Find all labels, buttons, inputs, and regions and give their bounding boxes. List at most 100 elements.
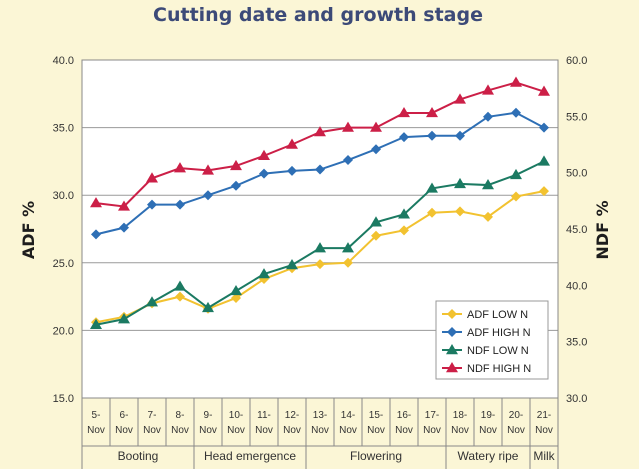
data-point [482, 84, 494, 95]
y-tick-label: 35.0 [53, 123, 74, 135]
data-point [231, 180, 241, 191]
x-tick-label: 7- [148, 410, 157, 421]
legend-item: ADF HIGH N [442, 327, 531, 339]
x-tick-label: Nov [507, 425, 525, 436]
y2-tick-label: 30.0 [566, 393, 587, 405]
data-point [510, 168, 522, 180]
x-tick-label: 12- [285, 410, 299, 421]
legend: ADF LOW N ADF HIGH N NDF LOW N NDF HIGH N [435, 300, 549, 380]
stage-label: Booting [118, 449, 159, 463]
data-point [342, 121, 354, 132]
stage-label: Head emergence [204, 449, 296, 463]
y2-tick-label: 35.0 [566, 337, 587, 349]
x-tick-label: Nov [535, 425, 553, 436]
x-tick-label: 16- [397, 410, 411, 421]
data-point [118, 313, 130, 324]
x-axis: 5- Nov 6- Nov 7- Nov 8- Nov 9- Nov 10- Nov 11- Nov 12-… [81, 398, 559, 446]
data-point [315, 164, 325, 175]
data-point [91, 229, 101, 240]
x-tick-label: 13- [313, 410, 327, 421]
data-point [538, 155, 550, 166]
x-tick-label: Nov [451, 425, 469, 436]
x-tick-label: 19- [481, 410, 495, 421]
x-tick-label: Nov [339, 425, 357, 436]
data-point [175, 291, 185, 302]
data-point [483, 111, 493, 122]
data-point [371, 230, 381, 241]
data-point [446, 344, 458, 355]
y2-axis-title: NDF % [593, 200, 612, 259]
data-point [454, 93, 466, 104]
x-tick-label: Nov [199, 425, 217, 436]
stage-label: Flowering [350, 449, 402, 463]
y2-tick-label: 55.0 [566, 111, 587, 123]
data-point [454, 177, 466, 189]
data-point [539, 122, 549, 133]
y-tick-label: 20.0 [53, 325, 74, 337]
data-point [147, 199, 157, 210]
data-point [510, 76, 522, 87]
data-point [286, 138, 298, 149]
x-tick-label: 15- [369, 410, 383, 421]
data-point [447, 327, 457, 337]
data-point [230, 284, 242, 296]
data-point [231, 292, 241, 303]
series-ndf-high-n [90, 76, 550, 211]
data-point [174, 162, 186, 173]
data-point [286, 259, 298, 270]
data-point [90, 318, 102, 329]
stage-label: Milk [533, 449, 555, 463]
data-point [426, 182, 438, 193]
data-point [342, 242, 354, 253]
x-tick-label: 20- [509, 410, 523, 421]
data-point [539, 186, 549, 197]
data-point [398, 208, 410, 219]
data-point [202, 164, 214, 175]
data-point [146, 172, 158, 183]
data-point [118, 200, 130, 211]
data-point [371, 144, 381, 155]
x-tick-label: Nov [479, 425, 497, 436]
y-tick-label: 25.0 [53, 258, 74, 270]
y-axis-title: ADF % [19, 201, 38, 259]
y-axis-left: 15.0 20.0 25.0 30.0 35.0 40.0 [53, 55, 74, 405]
data-point [398, 106, 410, 118]
plot-border [81, 59, 559, 399]
data-point [455, 130, 465, 141]
data-point [511, 191, 521, 202]
x-tick-label: 9- [204, 410, 213, 421]
data-point [230, 159, 242, 171]
data-point [314, 126, 326, 137]
data-point [455, 206, 465, 217]
data-point [315, 259, 325, 270]
x-tick-label: 8- [176, 410, 185, 421]
x-tick-label: Nov [423, 425, 441, 436]
x-tick-label: Nov [395, 425, 413, 436]
data-point [426, 106, 438, 118]
x-tick-label: Nov [255, 425, 273, 436]
x-tick-label: 5- [92, 410, 101, 421]
data-point [203, 190, 213, 201]
y-axis-right: 30.0 35.0 40.0 45.0 50.0 55.0 60.0 [566, 55, 587, 405]
y-tick-label: 15.0 [53, 393, 74, 405]
x-tick-label: Nov [115, 425, 133, 436]
data-point [258, 149, 270, 160]
data-point [343, 155, 353, 166]
data-point [259, 168, 269, 179]
data-point [202, 301, 214, 313]
legend-label: ADF HIGH N [467, 327, 531, 339]
data-point [146, 296, 158, 307]
y2-tick-label: 40.0 [566, 280, 587, 292]
x-tick-label: Nov [311, 425, 329, 436]
data-point [447, 309, 457, 319]
legend-label: NDF LOW N [467, 345, 529, 357]
data-point [446, 362, 458, 373]
x-tick-label: Nov [367, 425, 385, 436]
x-tick-label: 11- [257, 410, 271, 421]
data-point [399, 225, 409, 236]
x-tick-label: Nov [171, 425, 189, 436]
data-point [399, 132, 409, 143]
data-point [370, 216, 382, 227]
data-point [427, 130, 437, 141]
